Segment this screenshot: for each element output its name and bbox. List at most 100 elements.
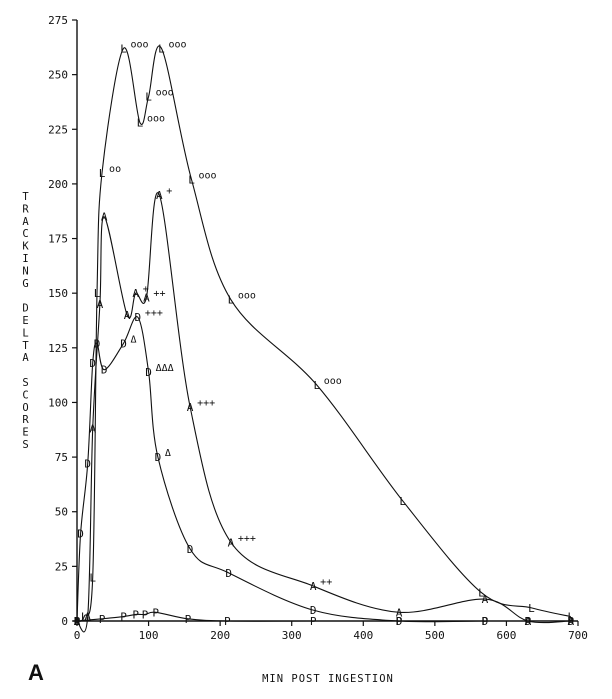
y-tick-label: 0 [61,615,68,628]
point-annotation: + [166,186,172,197]
y-tick-label: 25 [55,560,68,573]
series-line-a [76,192,571,633]
curves [76,45,571,633]
x-axis-title: MIN POST INGESTION [262,673,394,685]
data-point-a: A [74,615,81,628]
data-point-l: L [145,90,152,103]
data-point-a: A [568,615,575,628]
y-tick-label: 175 [48,233,68,246]
y-axis-title-letter: D [22,303,29,315]
data-point-d: D [101,364,108,377]
series-line-l [76,45,571,622]
data-point-p: P [525,615,532,628]
data-point-a: A [525,615,532,628]
data-point-p: P [74,615,81,628]
y-tick-label: 50 [55,506,68,519]
point-annotation: ooo [131,39,149,50]
data-point-p: P [99,613,106,626]
data-point-d: D [77,528,84,541]
data-point-l: L [120,42,127,55]
data-point-a: A [482,593,489,606]
point-annotation: oo [109,164,121,175]
data-point-a: A [101,211,108,224]
data-point-p: P [152,606,159,619]
data-point-d: D [145,366,152,379]
data-point-a: A [310,580,317,593]
data-point-p: P [310,615,317,628]
y-tick-label: 225 [48,123,68,136]
data-point-p: P [224,615,231,628]
point-annotation: ooo [168,39,186,50]
data-point-d: D [525,615,532,628]
y-axis-title-letter: E [22,315,29,327]
point-annotation: ΔΔΔ [156,363,174,374]
panel-label: A [28,660,44,685]
y-tick-label: 250 [48,69,68,82]
axes: 0 25 50 75 100 125 150 175 200 225 250 275 0 100 200 30… [48,14,588,642]
y-axis-title-letter: R [22,203,29,215]
data-point-l: L [188,174,195,187]
y-axis-title-letter: A [22,216,29,228]
data-point-l: L [158,42,165,55]
x-tick-label: 600 [496,629,516,642]
point-annotation: ooo [156,87,174,98]
data-point-p: P [396,615,403,628]
series-line-d [76,316,571,623]
y-axis-title-letter: T [22,340,29,352]
point-annotation: Δ [131,334,137,345]
data-point-a: A [132,287,139,300]
data-point-l: L [94,287,101,300]
data-point-l: L [313,379,320,392]
data-point-d: D [187,543,194,556]
series-line-p [76,611,571,622]
data-point-d: D [396,615,403,628]
data-point-a: A [124,309,131,322]
data-point-a: A [228,536,235,549]
y-axis-title-letter: I [22,253,29,265]
x-tick-label: 400 [353,629,373,642]
data-point-d: D [225,567,232,580]
y-axis-title-letter: C [22,389,29,401]
y-tick-label: 150 [48,287,68,300]
data-point-d: D [135,311,142,324]
point-annotation: ooo [199,171,217,182]
data-point-a: A [156,189,163,202]
y-axis-title-letter: E [22,427,29,439]
data-point-l: L [81,611,88,624]
data-point-d: D [120,337,127,350]
data-point-p: P [185,613,192,626]
y-axis-title-letter: G [22,278,29,290]
y-axis-title-letter: T [22,191,29,203]
data-point-d: D [310,604,317,617]
data-point-l: L [228,294,235,307]
x-tick-label: 200 [210,629,230,642]
data-point-d: D [74,615,81,628]
data-point-d: D [89,357,96,370]
data-point-d: D [155,451,162,464]
point-annotation: ooo [238,291,256,302]
data-point-d: D [84,458,91,471]
point-annotation: Δ [165,448,171,459]
x-tick-label: 700 [568,629,588,642]
y-axis-title-letter: S [22,439,29,451]
data-point-l: L [399,495,406,508]
data-point-a: A [187,401,194,414]
point-annotation: +++ [238,533,256,544]
data-point-l: L [568,611,575,624]
point-annotation: ++ [153,289,165,300]
y-tick-label: 200 [48,178,68,191]
data-point-p: P [142,608,149,621]
data-point-p: P [120,611,127,624]
data-point-p: P [568,615,575,628]
data-point-l: L [74,615,81,628]
point-annotation: + [143,284,149,295]
y-axis-title-letter: A [22,352,29,364]
data-point-l: L [99,167,106,180]
y-tick-label: 75 [55,451,68,464]
y-axis-title-letter: S [22,377,29,389]
x-tick-label: 300 [282,629,302,642]
data-point-a: A [89,423,96,436]
